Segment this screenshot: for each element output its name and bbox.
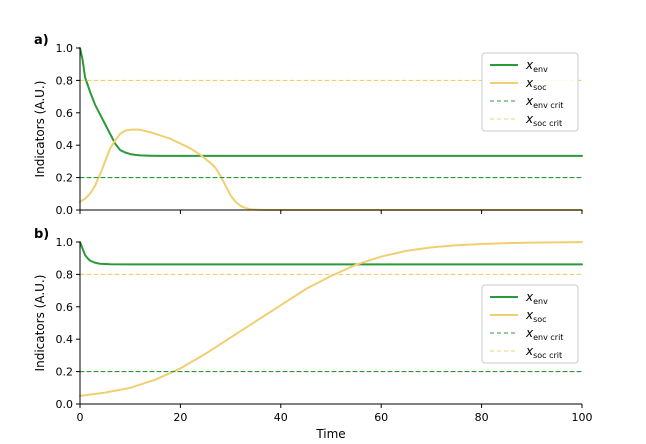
legend-label-soc: xsoc: [525, 76, 547, 92]
series-line-soc: [79, 128, 583, 211]
series-line-env: [79, 47, 583, 157]
x-tick-label: 100: [572, 411, 593, 424]
y-tick-label: 1.0: [56, 236, 74, 249]
legend-label-soc-crit: xsoc crit: [525, 344, 562, 360]
legend-box: [481, 284, 579, 364]
legend: xenv xsoc xenv crit xsoc crit: [481, 284, 579, 364]
chart-panel-a: 0.0 0.2 0.4 0.6 0.8 1.0 Indicators (A.U.) a) xen…: [33, 33, 583, 217]
x-tick-label: 20: [173, 411, 187, 424]
legend-label-env: xenv: [525, 290, 548, 306]
x-tick-label: 80: [475, 411, 489, 424]
y-axis-label: Indicators (A.U.): [33, 81, 47, 178]
legend-box: [481, 52, 579, 132]
y-tick-label: 0.8: [56, 268, 74, 281]
y-tick-label: 0.4: [56, 333, 74, 346]
y-tick-label: 0.0: [56, 204, 74, 217]
legend: xenv xsoc xenv crit xsoc crit: [481, 52, 579, 132]
x-tick-label: 0: [77, 411, 84, 424]
y-tick-label: 0.4: [56, 139, 74, 152]
legend-label-soc-crit: xsoc crit: [525, 112, 562, 128]
panel-label: b): [34, 227, 49, 242]
legend-label-env: xenv: [525, 58, 548, 74]
x-tick-label: 40: [274, 411, 288, 424]
y-tick-label: 0.2: [56, 366, 74, 379]
series-line-env: [79, 241, 583, 266]
chart-panel-b: 0.0 0.2 0.4 0.6 0.8 1.0 0 20 40 60 80 100 Indicators…: [33, 227, 593, 441]
legend-label-env-crit: xenv crit: [525, 326, 563, 342]
legend-label-soc: xsoc: [525, 308, 547, 324]
y-tick-label: 0.6: [56, 107, 74, 120]
legend-label-env-crit: xenv crit: [525, 94, 563, 110]
x-tick-label: 60: [374, 411, 388, 424]
y-axis-label: Indicators (A.U.): [33, 275, 47, 372]
y-tick-label: 0.2: [56, 172, 74, 185]
y-tick-label: 0.8: [56, 74, 74, 87]
y-tick-label: 0.0: [56, 398, 74, 411]
y-tick-label: 1.0: [56, 42, 74, 55]
x-axis-label: Time: [315, 427, 345, 441]
series-line-soc: [79, 241, 583, 397]
panel-label: a): [34, 33, 49, 48]
y-tick-label: 0.6: [56, 301, 74, 314]
